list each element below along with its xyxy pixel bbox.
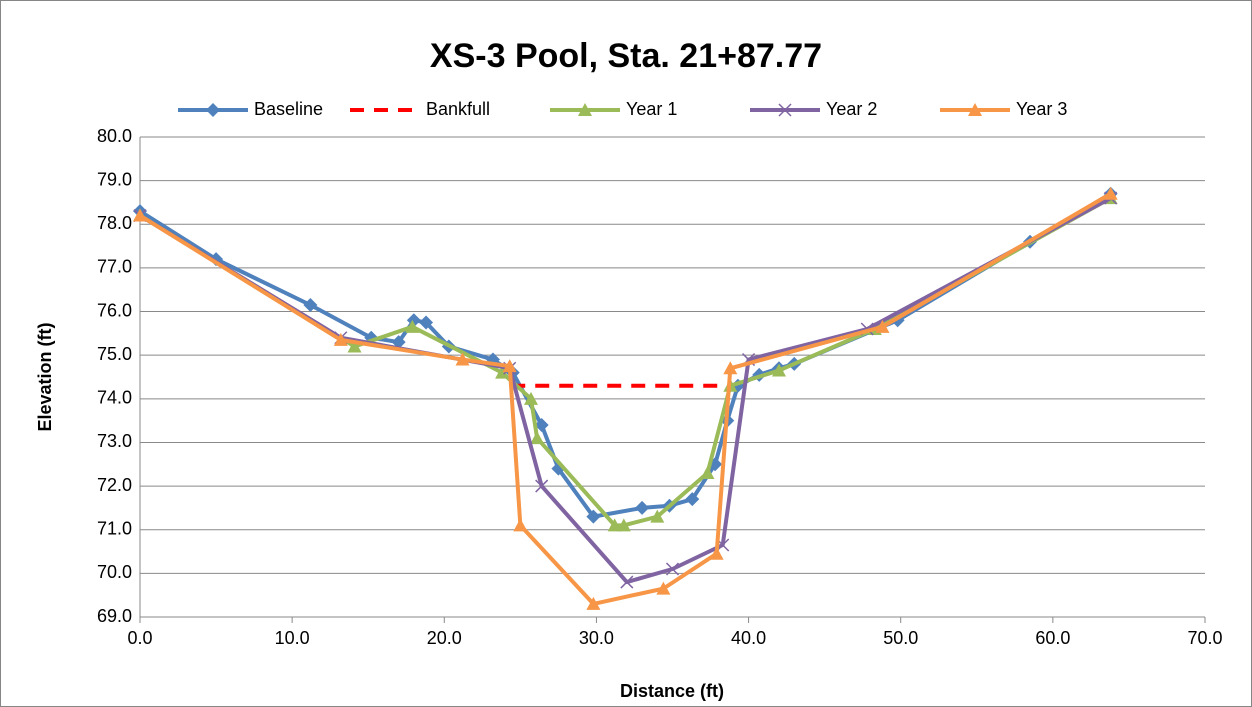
marker: [455, 352, 470, 366]
y-tick-label: 75.0: [97, 344, 132, 364]
marker: [968, 103, 982, 116]
marker: [778, 103, 792, 117]
marker: [524, 391, 539, 405]
y-tick-label: 78.0: [97, 213, 132, 233]
marker: [616, 518, 631, 532]
legend-label: Year 3: [1016, 99, 1067, 119]
marker: [772, 363, 786, 377]
marker: [586, 509, 601, 524]
y-tick-label: 80.0: [97, 126, 132, 146]
y-tick-label: 71.0: [97, 518, 132, 538]
marker: [534, 418, 549, 432]
marker: [709, 546, 724, 560]
marker: [133, 208, 147, 222]
marker: [578, 103, 592, 116]
x-tick-label: 20.0: [427, 628, 462, 648]
marker: [586, 596, 601, 610]
legend-label: Bankfull: [426, 99, 490, 119]
x-tick-label: 40.0: [731, 628, 766, 648]
legend-label: Year 2: [826, 99, 877, 119]
y-tick-label: 70.0: [97, 562, 132, 582]
y-axis-label: Elevation (ft): [35, 322, 55, 431]
marker: [495, 365, 510, 379]
marker: [206, 103, 220, 117]
marker: [656, 581, 671, 595]
y-tick-label: 79.0: [97, 169, 132, 189]
marker: [535, 479, 549, 493]
marker: [347, 339, 362, 353]
y-tick-label: 69.0: [97, 606, 132, 626]
marker: [513, 518, 528, 532]
marker: [620, 575, 634, 589]
marker: [502, 359, 517, 373]
y-tick-label: 77.0: [97, 257, 132, 277]
marker: [665, 562, 680, 576]
legend-label: Year 1: [626, 99, 677, 119]
marker: [1103, 186, 1118, 200]
marker: [700, 466, 715, 479]
x-tick-label: 70.0: [1187, 628, 1222, 648]
x-axis-label: Distance (ft): [620, 681, 724, 701]
legend-label: Baseline: [254, 99, 323, 119]
marker: [405, 319, 420, 333]
marker: [635, 500, 650, 515]
y-tick-label: 72.0: [97, 475, 132, 495]
x-tick-label: 50.0: [883, 628, 918, 648]
marker: [685, 492, 700, 507]
marker: [723, 361, 738, 375]
marker: [650, 509, 665, 523]
marker: [607, 518, 622, 532]
x-tick-label: 10.0: [275, 628, 310, 648]
series-line: [138, 196, 1112, 528]
y-tick-label: 73.0: [97, 431, 132, 451]
y-tick-label: 76.0: [97, 300, 132, 320]
marker: [419, 315, 434, 330]
marker: [875, 319, 890, 333]
x-tick-label: 0.0: [127, 628, 152, 648]
x-tick-label: 60.0: [1035, 628, 1070, 648]
y-tick-label: 74.0: [97, 388, 132, 408]
marker: [303, 298, 318, 312]
marker: [333, 332, 348, 346]
chart-title: XS-3 Pool, Sta. 21+87.77: [430, 37, 822, 75]
marker: [530, 431, 545, 445]
x-tick-label: 30.0: [579, 628, 614, 648]
